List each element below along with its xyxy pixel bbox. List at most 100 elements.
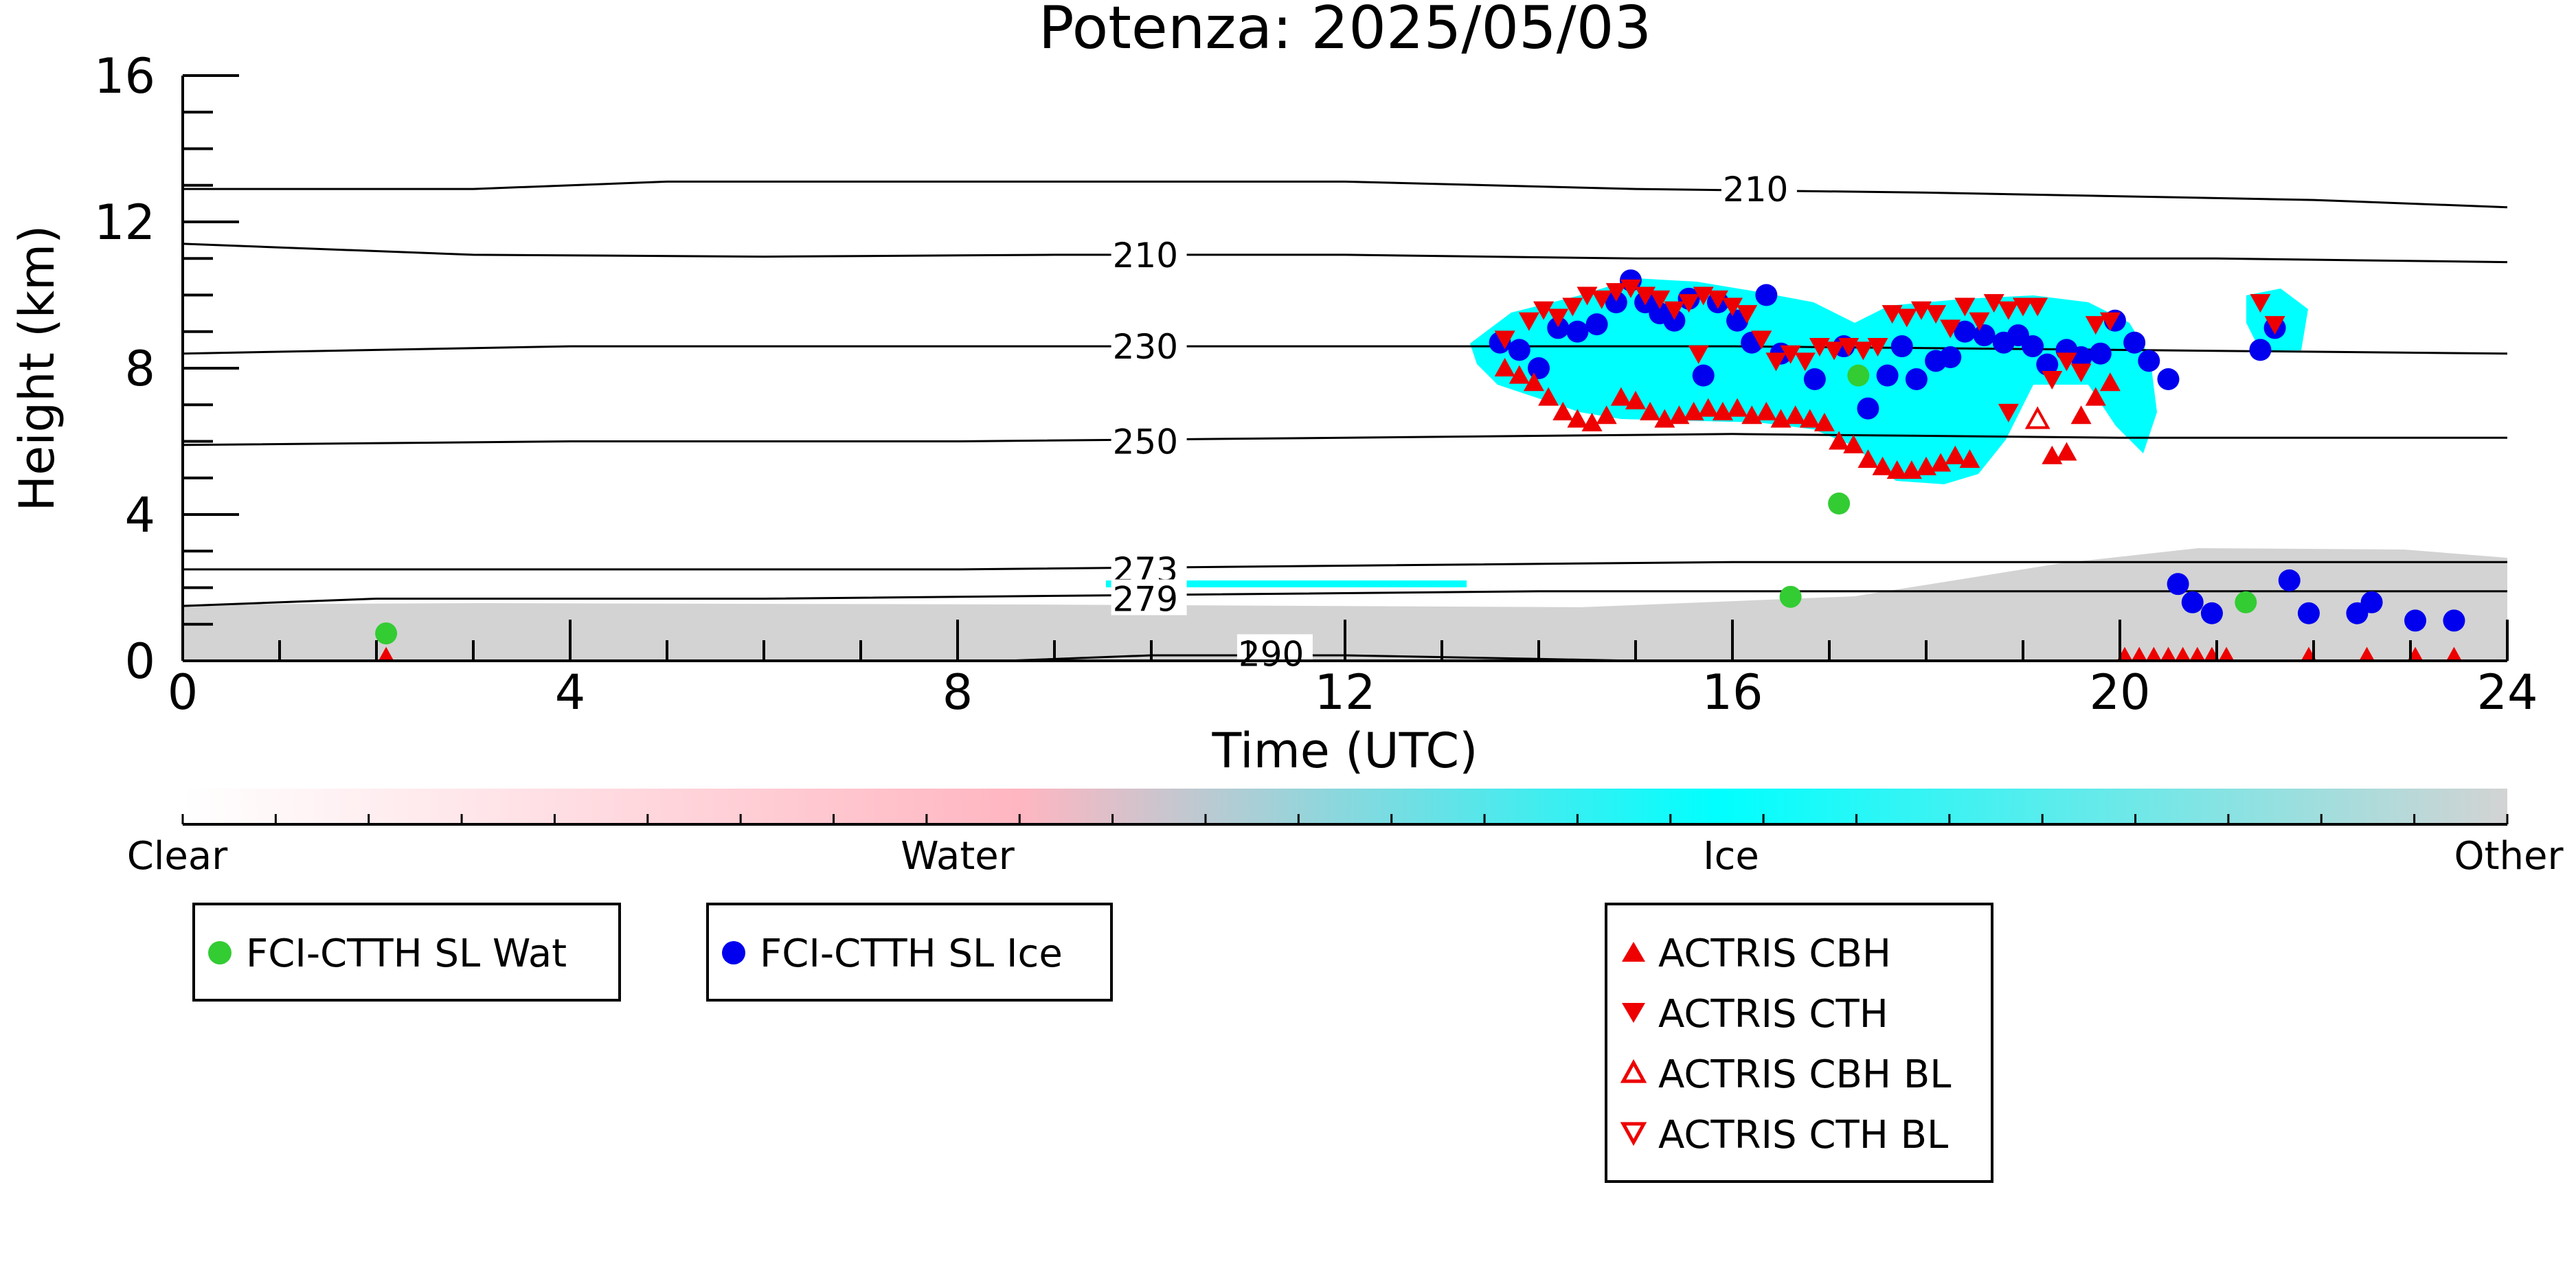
marker-series-1 (2278, 569, 2301, 591)
marker-series-3 (1620, 279, 1641, 298)
marker-series-2 (2131, 646, 2147, 661)
marker-series-1 (2022, 335, 2044, 358)
marker-series-3 (1707, 290, 1728, 309)
marker-series-2 (1814, 412, 1835, 431)
marker-series-2 (2218, 646, 2235, 661)
marker-series-3 (2250, 294, 2271, 313)
marker-series-3 (1940, 319, 1961, 339)
marker-series-0 (1847, 364, 1870, 387)
marker-series-1 (1692, 364, 1715, 387)
chart-title: Potenza: 2025/05/03 (1039, 0, 1651, 63)
marker-series-1 (1890, 335, 1913, 358)
marker-series-1 (2138, 350, 2160, 372)
marker-series-3 (1824, 341, 1845, 361)
marker-series-2 (2189, 646, 2206, 661)
contour-label-bg (1111, 235, 1187, 271)
marker-series-1 (1605, 291, 1627, 314)
contour-label: 250 (1113, 422, 1178, 462)
marker-series-3 (1751, 330, 1772, 350)
marker-series-3 (1998, 403, 2019, 422)
contour-line (183, 180, 2507, 209)
marker-series-1 (1585, 313, 1608, 336)
y-tick-label: 8 (124, 341, 155, 397)
contour-label: 210 (1113, 236, 1178, 275)
marker-series-2 (1552, 401, 1574, 420)
marker-series-2 (1567, 409, 1588, 428)
marker-series-2 (378, 646, 394, 661)
legend-cbh-label: ACTRIS CBH (1658, 931, 1891, 976)
marker-series-1 (2181, 591, 2204, 613)
colorbar-label-other: Other (2454, 834, 2564, 879)
marker-series-3 (1664, 301, 1685, 320)
marker-series-1 (1528, 357, 1550, 379)
y-axis-label: Height (km) (9, 225, 65, 512)
y-tick-label: 16 (94, 48, 155, 104)
legend-ice-label: FCI-CTTH SL Ice (760, 931, 1063, 976)
marker-series-2 (2146, 646, 2162, 661)
marker-series-2 (2175, 646, 2191, 661)
marker-series-3 (1649, 290, 1671, 309)
marker-series-2 (1581, 412, 1603, 431)
x-tick-label: 12 (1314, 664, 1375, 721)
marker-series-2 (1785, 405, 1806, 425)
marker-series-3 (1722, 297, 1743, 317)
marker-series-2 (1610, 387, 1631, 406)
legend-ice: FCI-CTTH SL Ice (706, 903, 1113, 1002)
y-ticks: 0 4 8 12 16 (94, 48, 239, 690)
legend-cbh-marker (1622, 942, 1645, 962)
marker-series-1 (1755, 284, 1778, 306)
marker-series-3 (1780, 345, 1801, 364)
marker-series-2 (2446, 646, 2462, 661)
marker-series-1 (2360, 591, 2383, 613)
marker-series-4 (2024, 406, 2050, 429)
contour-label-bg (1111, 327, 1187, 363)
marker-series-1 (1857, 397, 1879, 420)
marker-series-3 (2056, 352, 2077, 372)
marker-series-1 (1508, 339, 1530, 361)
marker-series-1 (1547, 317, 1570, 339)
marker-series-0 (2235, 591, 2257, 613)
legend-actris: ACTRIS CBH ACTRIS CTH ACTRIS CBH BL ACTR… (1605, 903, 1993, 1183)
x-tick-label: 4 (555, 664, 586, 721)
marker-series-3 (1688, 345, 1709, 364)
cloud-mask (183, 278, 2507, 661)
colorbar-ticks (181, 814, 2509, 824)
marker-series-3 (1794, 352, 1816, 372)
marker-series-1 (2200, 602, 2223, 624)
marker-series-2 (1625, 390, 1646, 409)
marker-series-2 (2160, 646, 2176, 661)
legend-cth-label: ACTRIS CTH (1658, 992, 1888, 1037)
marker-series-3 (1853, 341, 1874, 361)
marker-series-3 (2085, 316, 2106, 335)
legend-cbh-bl-label: ACTRIS CBH BL (1658, 1052, 1951, 1097)
marker-series-1 (2123, 331, 2146, 354)
x-tick-label: 24 (2476, 664, 2538, 721)
marker-series-0 (375, 622, 398, 645)
marker-series-2 (2042, 445, 2063, 464)
marker-series-3 (1605, 283, 1627, 302)
marker-series-1 (2443, 609, 2465, 632)
marker-series-2 (1945, 445, 1966, 464)
marker-series-3 (1562, 297, 1583, 317)
contour-label-bg (1236, 634, 1313, 670)
marker-series-3 (2070, 363, 2092, 383)
contour-line (183, 433, 2507, 447)
marker-series-1 (1905, 368, 1928, 390)
marker-series-3 (1983, 294, 2004, 313)
marker-series-2 (1756, 401, 1777, 420)
contour-line (183, 345, 2507, 355)
marker-series-1 (1663, 309, 1686, 332)
marker-series-3 (1548, 308, 1569, 328)
contour-line (183, 561, 2507, 571)
legend-actris-box (1605, 903, 1993, 1183)
contour-line (183, 590, 2507, 607)
marker-series-3 (1954, 297, 1976, 317)
marker-series-1 (2157, 368, 2180, 390)
marker-series-3 (1737, 305, 1758, 324)
temperature-contours (183, 180, 2507, 661)
marker-series-2 (1494, 358, 1515, 376)
marker-series-3 (1518, 312, 1539, 331)
marker-series-1 (1566, 320, 1589, 343)
marker-series-2 (2070, 405, 2092, 425)
contour-label-bg (1721, 170, 1797, 206)
